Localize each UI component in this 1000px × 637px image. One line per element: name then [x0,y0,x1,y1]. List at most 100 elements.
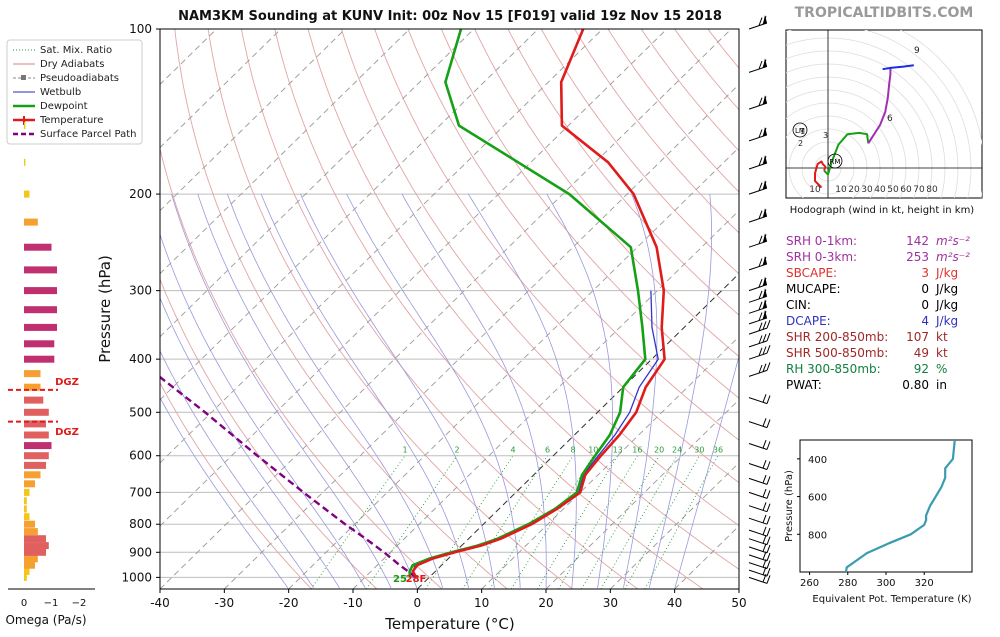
mixing-ratio-line [425,455,514,589]
barb-feather [766,552,771,562]
y-tick-label: 300 [129,284,152,298]
skewt-background-lines [160,29,739,589]
barb-feather [758,182,763,191]
barb-feather [762,59,767,68]
barb-feather [762,543,767,552]
barb-feather [766,441,771,450]
x-tick-label: 40 [667,596,682,610]
wind-barb [748,95,768,110]
omega-bar [24,158,26,166]
wind-barb [748,180,768,195]
theta-e-x-tick: 320 [915,578,934,589]
mixing-ratio-label: 30 [694,446,704,455]
barb-feather [758,97,763,106]
hodograph-tick: 10 [809,185,821,195]
skewt-axes: -40 -30 -20 -10 0 10 20 30 40 50 1000 90… [121,22,746,610]
legend-label: Surface Parcel Path [40,129,136,140]
index-label: DCAPE: [786,314,831,328]
omega-bar [24,497,27,505]
barb-feather [766,395,771,404]
mixing-ratio-line [462,455,548,589]
wind-barbs [748,15,771,584]
left-mover-label: LM [795,127,805,135]
index-unit: J/kg [935,314,958,328]
barb-staff [748,529,768,537]
barb-feather [758,335,763,344]
dry-adiabat [307,29,739,570]
barb-feather [762,257,767,266]
omega-bar [24,452,49,460]
barb-staff [748,369,768,377]
skewt-frame [159,28,740,590]
barb-staff [748,340,768,348]
wind-barb [748,288,768,303]
barb-staff [748,421,768,429]
wind-barb [748,362,771,377]
omega-bar [24,442,52,450]
barb-feather [762,181,767,190]
hodograph-tick: 20 [848,185,860,195]
pseudoadiabat [160,350,314,589]
omega-bar [24,287,57,295]
wind-barb [748,418,771,429]
omega-bar [24,513,30,521]
surface-parcel-path-line [160,375,418,579]
isotherm-line [288,146,739,589]
mixing-ratio-label: 8 [571,446,576,455]
wind-barb [748,440,771,450]
theta-e-frame [799,439,973,573]
x-tick-label: -40 [150,596,170,610]
barb-staff [748,538,768,546]
barb-feather [766,527,771,537]
barb-feather [766,560,771,569]
dry-adiabat [340,29,739,527]
wind-barb [748,502,771,513]
mixing-ratio-line [581,455,660,589]
barb-feather [762,474,767,484]
pseudoadiabat [171,193,392,589]
barb-staff [748,317,768,325]
dry-adiabat [474,29,739,358]
index-unit: kt [936,346,948,360]
barb-staff [748,284,768,292]
hodograph-tick: 50 [887,185,899,195]
hodograph-ticks: 10 10 20 30 40 50 60 70 80 [809,185,938,195]
mixing-ratio-label: 36 [713,446,723,455]
legend-label: Sat. Mix. Ratio [40,45,112,56]
barb-feather [762,234,767,243]
legend-swatches [13,49,35,136]
barb-staff [748,187,768,195]
mixing-ratio-line [537,455,619,589]
barb-feather [762,16,767,25]
barb-feather [766,536,771,545]
mixing-ratio-label: 4 [510,446,515,455]
barb-staff [748,443,768,450]
barb-feather [766,419,771,428]
right-mover-marker [827,153,843,169]
barb-feather [762,209,767,218]
legend-label: Temperature [39,115,103,126]
index-value: 107 [906,330,929,344]
index-label: SRH 0-1km: [786,234,857,248]
wind-barb [748,309,768,325]
wind-barb [748,573,771,584]
wind-barb [748,543,771,554]
barb-feather [766,461,771,470]
hodograph-rings [786,30,982,198]
wind-barb [748,474,771,485]
barb-staff [748,576,768,584]
barb-feather [766,345,771,354]
legend: Sat. Mix. Ratio Dry Adiabats Pseudoadiab… [6,39,143,145]
omega-bar [24,122,26,130]
barb-staff [748,554,768,562]
hodograph-height-label: 1 [800,127,805,136]
index-unit: m²s⁻² [936,234,970,248]
dry-adiabat [407,29,739,441]
omega-axis-label: Omega (Pa/s) [5,613,86,627]
y-tick-label: 900 [129,545,152,559]
barb-feather [762,277,767,287]
theta-e-y-label: Pressure (hPa) [784,470,795,542]
barb-feather [758,279,763,288]
theta-e-x-tick: 300 [876,578,895,589]
wind-barb [748,460,771,470]
